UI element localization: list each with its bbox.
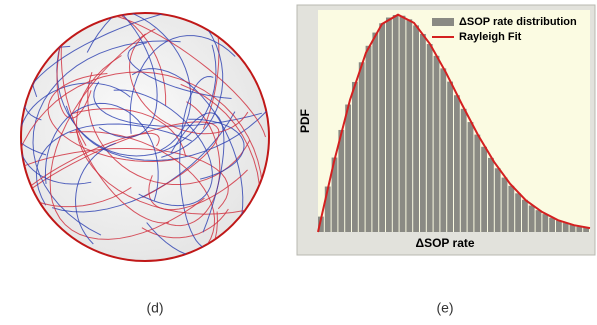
bar bbox=[406, 19, 413, 232]
bar bbox=[399, 15, 406, 232]
trajectory bbox=[70, 108, 187, 157]
trajectory bbox=[148, 169, 248, 211]
trajectory bbox=[32, 40, 181, 236]
caption: (e) bbox=[436, 300, 453, 316]
y-axis-label: PDF bbox=[298, 109, 312, 133]
fit-line bbox=[317, 13, 591, 233]
bar bbox=[515, 193, 521, 232]
trajectory bbox=[188, 118, 245, 180]
bar bbox=[535, 210, 542, 232]
bar bbox=[379, 23, 385, 233]
bar bbox=[372, 32, 379, 233]
bar bbox=[331, 157, 338, 232]
bar bbox=[318, 216, 324, 232]
bar bbox=[501, 177, 508, 232]
bar bbox=[433, 55, 440, 232]
trajectory bbox=[75, 55, 269, 215]
trajectory bbox=[69, 13, 167, 106]
bar bbox=[447, 81, 453, 232]
bar bbox=[488, 157, 494, 232]
trajectory bbox=[65, 13, 269, 161]
bar bbox=[583, 227, 589, 232]
trajectory bbox=[47, 73, 179, 162]
bar bbox=[324, 186, 331, 232]
bar bbox=[542, 214, 549, 232]
trajectory bbox=[21, 121, 220, 237]
bar bbox=[345, 104, 351, 232]
trajectory bbox=[41, 131, 215, 261]
bar bbox=[522, 199, 528, 232]
bar bbox=[413, 25, 419, 232]
trajectory bbox=[75, 142, 116, 245]
trajectory bbox=[50, 13, 158, 138]
x-axis-label: ΔSOP rate bbox=[415, 236, 474, 250]
trajectory bbox=[49, 33, 205, 240]
bar bbox=[481, 146, 487, 232]
plot bbox=[317, 13, 591, 233]
bar bbox=[358, 62, 365, 232]
caption: (d) bbox=[146, 300, 163, 316]
trajectory bbox=[170, 112, 225, 233]
bar bbox=[556, 220, 562, 232]
bar bbox=[365, 45, 372, 232]
bar bbox=[392, 15, 399, 232]
bar bbox=[494, 168, 501, 232]
bar bbox=[386, 17, 392, 233]
bar bbox=[576, 226, 583, 232]
trajectory bbox=[60, 13, 222, 146]
trajectory bbox=[75, 129, 169, 224]
sphere-outline bbox=[20, 12, 270, 262]
bar bbox=[352, 81, 358, 232]
legend-swatch bbox=[432, 18, 454, 26]
bar bbox=[420, 33, 426, 232]
bar bbox=[474, 134, 481, 232]
trajectory bbox=[86, 13, 239, 53]
bar bbox=[569, 224, 576, 232]
bar bbox=[549, 217, 555, 232]
trajectory bbox=[21, 147, 229, 214]
trajectory bbox=[21, 82, 131, 185]
bar bbox=[528, 205, 535, 232]
legend-label: Rayleigh Fit bbox=[459, 31, 522, 43]
bar bbox=[460, 108, 467, 232]
bar bbox=[454, 95, 460, 232]
trajectory bbox=[129, 35, 236, 134]
bar bbox=[467, 122, 474, 232]
bar bbox=[426, 44, 433, 232]
bar bbox=[338, 129, 345, 232]
bar bbox=[562, 223, 569, 232]
bar bbox=[508, 185, 515, 232]
trajectory bbox=[113, 89, 213, 207]
legend-label: ΔSOP rate distribution bbox=[459, 16, 577, 28]
trajectory bbox=[21, 39, 132, 208]
trajectory bbox=[44, 102, 159, 201]
legend: ΔSOP rate distribution Rayleigh Fit bbox=[432, 16, 577, 43]
bar bbox=[440, 68, 447, 232]
